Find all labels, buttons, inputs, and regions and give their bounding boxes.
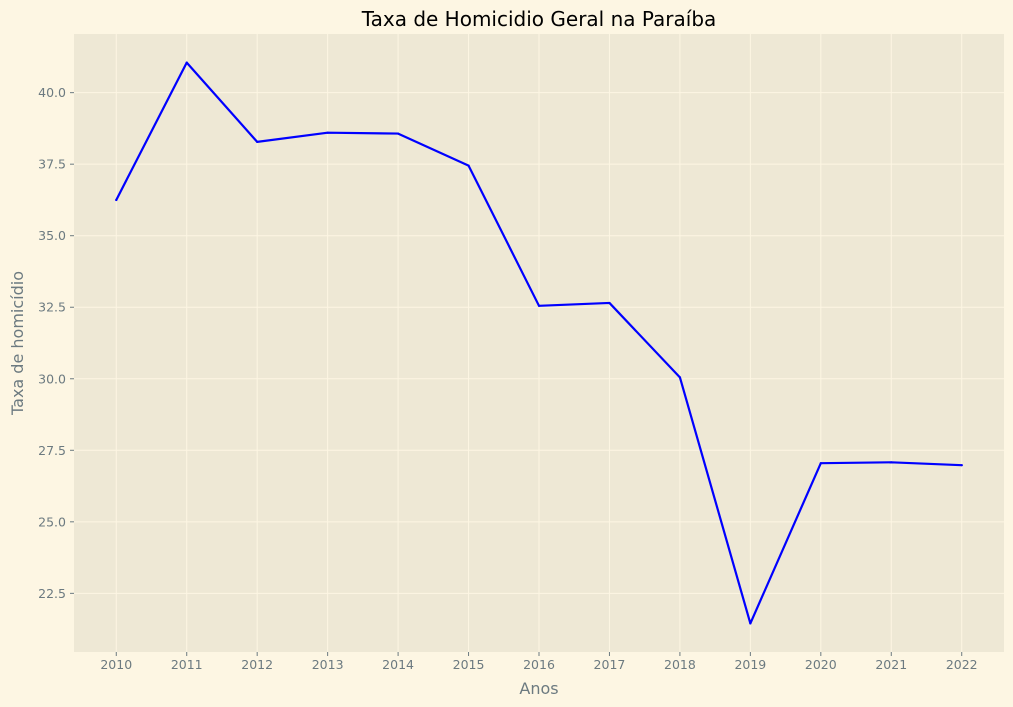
x-tick-label: 2019 — [734, 657, 766, 672]
data-point — [467, 164, 470, 167]
data-point — [326, 131, 329, 134]
y-tick-label: 35.0 — [38, 228, 66, 243]
y-tick-label: 22.5 — [38, 586, 66, 601]
y-axis-label: Taxa de homicídio — [8, 271, 27, 416]
tick-labels: 2010 2011 2012 2013 2014 2015 2016 2017 2018 2019… — [38, 85, 977, 672]
x-tick-label: 2016 — [523, 657, 555, 672]
x-tick-label: 2018 — [664, 657, 696, 672]
y-tick-label: 40.0 — [38, 85, 66, 100]
x-tick-label: 2010 — [100, 657, 132, 672]
grid-lines — [74, 34, 1004, 652]
x-tick-label: 2013 — [312, 657, 344, 672]
data-point — [115, 198, 118, 202]
data-point — [256, 140, 259, 143]
x-tick-label: 2017 — [594, 657, 626, 672]
series-layer — [115, 61, 963, 625]
x-tick-label: 2015 — [453, 657, 485, 672]
data-point — [396, 132, 400, 135]
data-point — [890, 461, 893, 464]
x-tick-label: 2014 — [382, 657, 414, 672]
y-tick-label: 25.0 — [38, 514, 66, 529]
x-tick-label: 2011 — [171, 657, 203, 672]
x-tick-label: 2020 — [805, 657, 837, 672]
x-tick-label: 2021 — [875, 657, 907, 672]
y-tick-label: 30.0 — [38, 371, 66, 386]
y-tick-label: 27.5 — [38, 443, 66, 458]
data-point — [537, 304, 541, 307]
chart-title: Taxa de Homicidio Geral na Paraíba — [361, 7, 717, 31]
data-point — [608, 301, 611, 305]
x-tick-label: 2022 — [946, 657, 978, 672]
x-tick-label: 2012 — [241, 657, 273, 672]
y-tick-label: 37.5 — [38, 157, 66, 172]
data-point — [960, 464, 963, 467]
data-point — [185, 61, 188, 64]
x-axis-label: Anos — [519, 679, 558, 698]
y-tick-label: 32.5 — [38, 300, 66, 315]
data-point — [749, 622, 752, 625]
data-point — [678, 376, 682, 379]
data-point — [819, 462, 822, 465]
